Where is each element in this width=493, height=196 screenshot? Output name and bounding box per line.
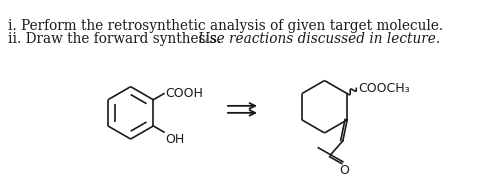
Text: O: O <box>339 164 349 177</box>
Text: COOH: COOH <box>165 87 203 100</box>
Text: Use reactions discussed in lecture.: Use reactions discussed in lecture. <box>198 32 440 46</box>
Text: ii. Draw the forward synthesis.: ii. Draw the forward synthesis. <box>7 32 225 46</box>
Text: OH: OH <box>165 133 184 146</box>
Text: COOCH₃: COOCH₃ <box>358 82 410 95</box>
Text: i. Perform the retrosynthetic analysis of given target molecule.: i. Perform the retrosynthetic analysis o… <box>7 19 443 33</box>
